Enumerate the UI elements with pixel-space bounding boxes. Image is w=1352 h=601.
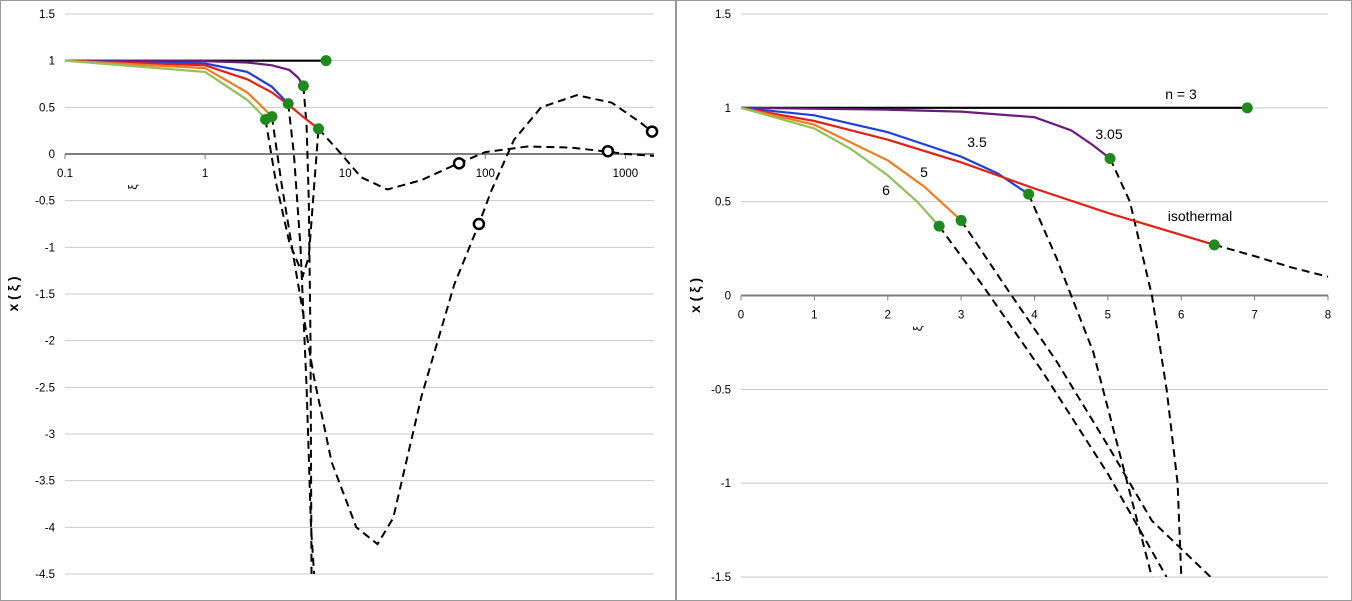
y-tick-label: -4.5 [35, 569, 55, 581]
y-tick-label: -3.5 [35, 476, 55, 488]
y-tick-label: -1.5 [711, 572, 731, 584]
y-tick-label: 0 [725, 291, 731, 303]
open-marker [645, 125, 659, 138]
series-line [741, 106, 1215, 246]
y-tick-label: 1.5 [39, 9, 55, 21]
open-marker [472, 217, 486, 231]
curve-annotation: 5 [920, 164, 928, 180]
y-tick-label: 0.5 [715, 197, 731, 209]
x-tick-label: 2 [885, 310, 891, 322]
surface-marker [1208, 239, 1220, 251]
surface-marker [1023, 188, 1035, 200]
open-marker [452, 157, 466, 170]
y-tick-label: -4 [45, 522, 56, 534]
dashed-extension-line [317, 128, 655, 191]
x-tick-label: 10 [339, 168, 352, 180]
surface-marker [1241, 102, 1253, 114]
series-line [65, 59, 289, 105]
surface-marker [313, 123, 325, 135]
curve-annotation: n = 3 [1165, 86, 1197, 102]
dashed-extension-line [1027, 193, 1153, 577]
right-chart: 1.5 1 0.5 0 -0.5 -1 -1.5 0 1 2 3 4 5 6 7 8 ξ x ( ξ ) n = 3… [687, 9, 1331, 584]
y-tick-label: -2 [45, 336, 55, 348]
x-tick-label: 8 [1325, 310, 1331, 322]
series-line [65, 59, 273, 118]
y-tick-label: 1 [49, 56, 55, 68]
x-tick-label: 5 [1105, 310, 1111, 322]
x-tick-label: 100 [476, 168, 495, 180]
y-tick-label: -3 [45, 429, 55, 441]
curve-annotation: 3.5 [967, 134, 987, 150]
series-line [741, 106, 1111, 160]
dashed-extension-line [938, 225, 1168, 577]
dashed-extension-line [1214, 243, 1329, 278]
curve-annotation: 6 [882, 182, 890, 198]
surface-marker [320, 55, 332, 67]
y-tick-label: -1 [721, 478, 731, 490]
dashed-extension-line [287, 103, 316, 574]
series-line [65, 59, 267, 121]
y-tick-label: -2.5 [35, 382, 55, 394]
x-tick-label: 1 [202, 168, 208, 180]
surface-marker [282, 98, 294, 110]
y-tick-label: -0.5 [711, 384, 731, 396]
series-line [741, 106, 940, 227]
dashed-extension-line [264, 119, 320, 279]
y-tick-label: 1.5 [715, 9, 731, 21]
y-tick-label: -1.5 [35, 289, 55, 301]
y-axis-label: x ( ξ ) [687, 278, 703, 313]
dashed-extension-line [960, 219, 1212, 577]
left-chart: 1.5 1 0.5 0 -0.5 -1 -1.5 -2 -2.5 -3 -3.5 -4 -4.5 0.1 1… [5, 9, 659, 581]
surface-marker [260, 113, 272, 125]
plot-area [741, 102, 1329, 577]
series-line [65, 59, 320, 130]
y-tick-label: 0 [49, 149, 55, 161]
curve-annotation: 3.05 [1095, 126, 1122, 142]
x-axis-label: ξ [911, 325, 925, 331]
x-axis-label: ξ [126, 184, 140, 190]
y-axis-label: x ( ξ ) [5, 276, 21, 311]
x-tick-label: 0 [738, 310, 744, 322]
curve-annotation: isothermal [1168, 208, 1233, 224]
y-tick-label: 0.5 [39, 102, 55, 114]
y-tick-label: -1 [45, 242, 55, 254]
left-panel-frame [0, 0, 676, 601]
x-tick-label: 4 [1031, 310, 1038, 322]
plot-area [65, 55, 659, 574]
y-tick-label: 1 [725, 103, 731, 115]
x-tick-label: 1000 [613, 168, 639, 180]
surface-marker [1104, 153, 1116, 165]
dashed-extension-line [302, 85, 313, 574]
x-tick-label: 3 [958, 310, 964, 322]
y-tick-label: -0.5 [35, 196, 55, 208]
surface-marker [933, 220, 945, 232]
series-line [65, 59, 305, 87]
x-tick-label: 7 [1251, 310, 1257, 322]
open-marker [601, 144, 615, 158]
x-tick-label: 0.1 [57, 168, 73, 180]
surface-marker [297, 80, 309, 92]
dashed-extension-line [270, 94, 655, 546]
surface-marker [955, 214, 967, 226]
x-tick-label: 6 [1178, 310, 1184, 322]
series-line [741, 106, 962, 222]
dashed-extension-line [1109, 158, 1183, 577]
x-tick-label: 1 [811, 310, 817, 322]
